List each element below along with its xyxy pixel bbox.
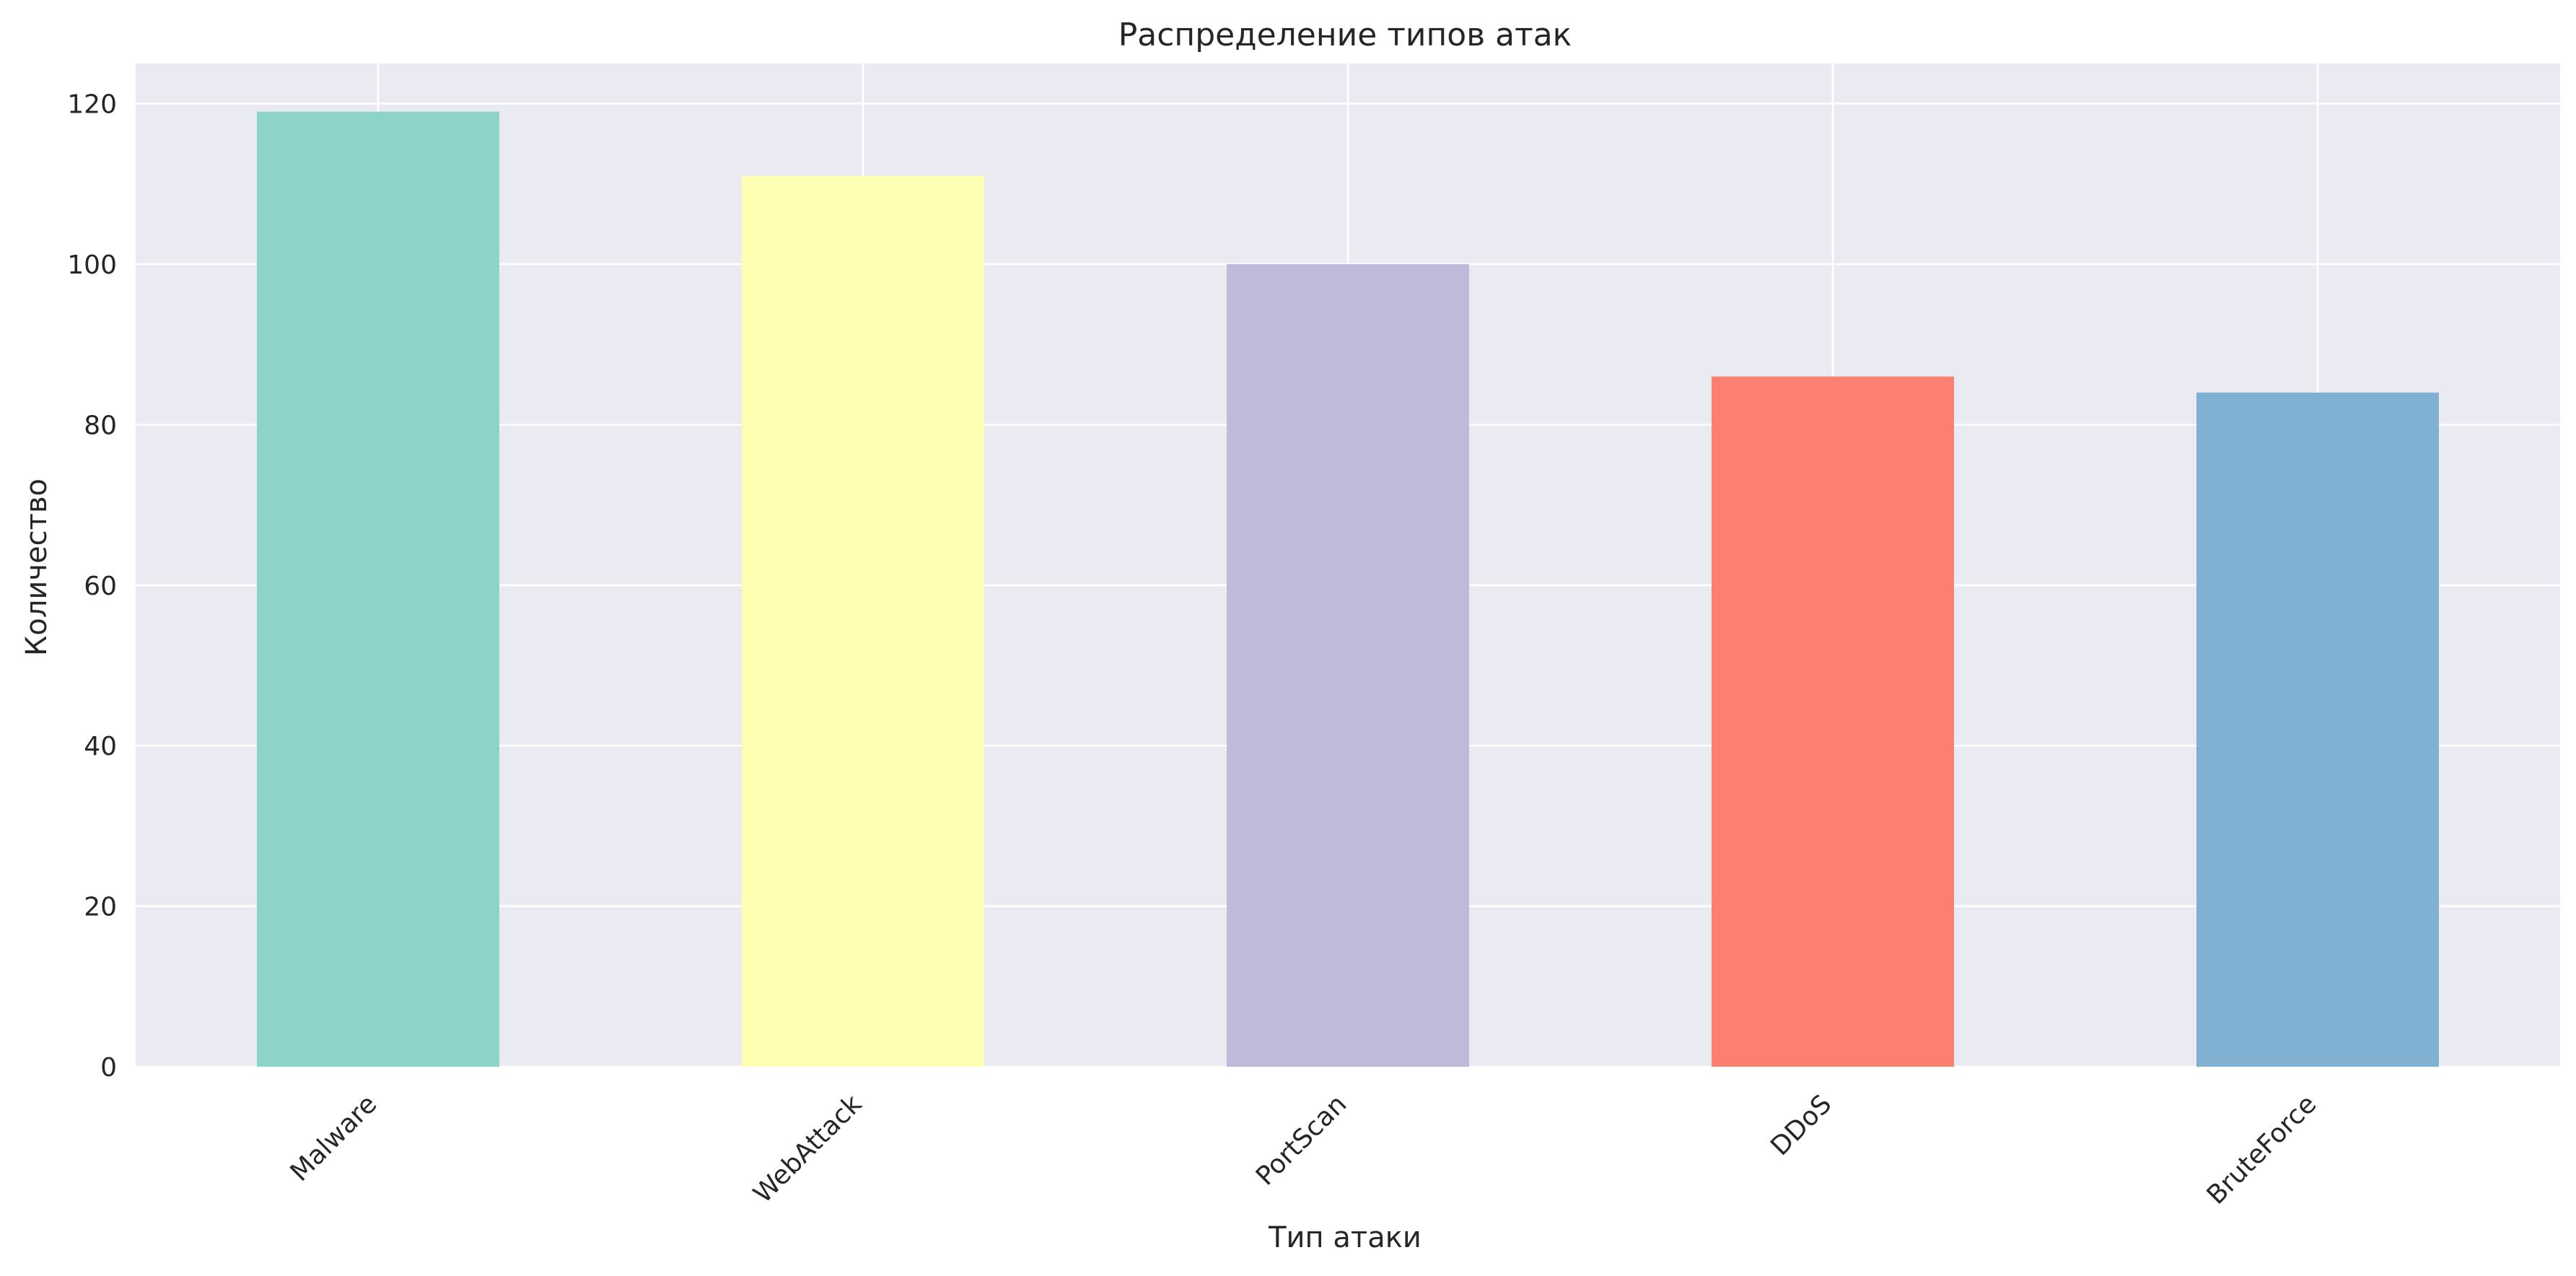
y-tick-label: 100 bbox=[67, 250, 117, 280]
x-axis-label: Тип атаки bbox=[1268, 1221, 1421, 1254]
y-axis-ticks: 0 20 40 60 80 100 120 bbox=[67, 90, 117, 1083]
bar-webattack bbox=[742, 175, 984, 1067]
y-tick-label: 60 bbox=[84, 572, 117, 601]
x-tick-label: WebAttack bbox=[748, 1089, 868, 1209]
y-tick-label: 0 bbox=[100, 1053, 117, 1083]
y-tick-label: 40 bbox=[84, 732, 117, 761]
x-tick-label: DDoS bbox=[1765, 1089, 1837, 1161]
x-tick-label: BruteForce bbox=[2202, 1089, 2323, 1210]
bar-malware bbox=[257, 111, 499, 1067]
y-tick-label: 120 bbox=[67, 90, 117, 120]
x-tick-label: Malware bbox=[285, 1089, 383, 1187]
bars bbox=[257, 111, 2439, 1067]
bar-ddos bbox=[1712, 376, 1954, 1067]
x-tick-label: PortScan bbox=[1250, 1089, 1352, 1191]
chart-title: Распределение типов атак bbox=[1118, 17, 1572, 53]
y-axis-label: Количество bbox=[20, 478, 53, 656]
y-tick-label: 20 bbox=[84, 893, 117, 922]
y-tick-label: 80 bbox=[84, 411, 117, 440]
bar-bruteforce bbox=[2196, 392, 2439, 1067]
x-axis-ticks: Malware WebAttack PortScan DDoS BruteForce bbox=[285, 1089, 2323, 1210]
bar-portscan bbox=[1227, 264, 1469, 1067]
